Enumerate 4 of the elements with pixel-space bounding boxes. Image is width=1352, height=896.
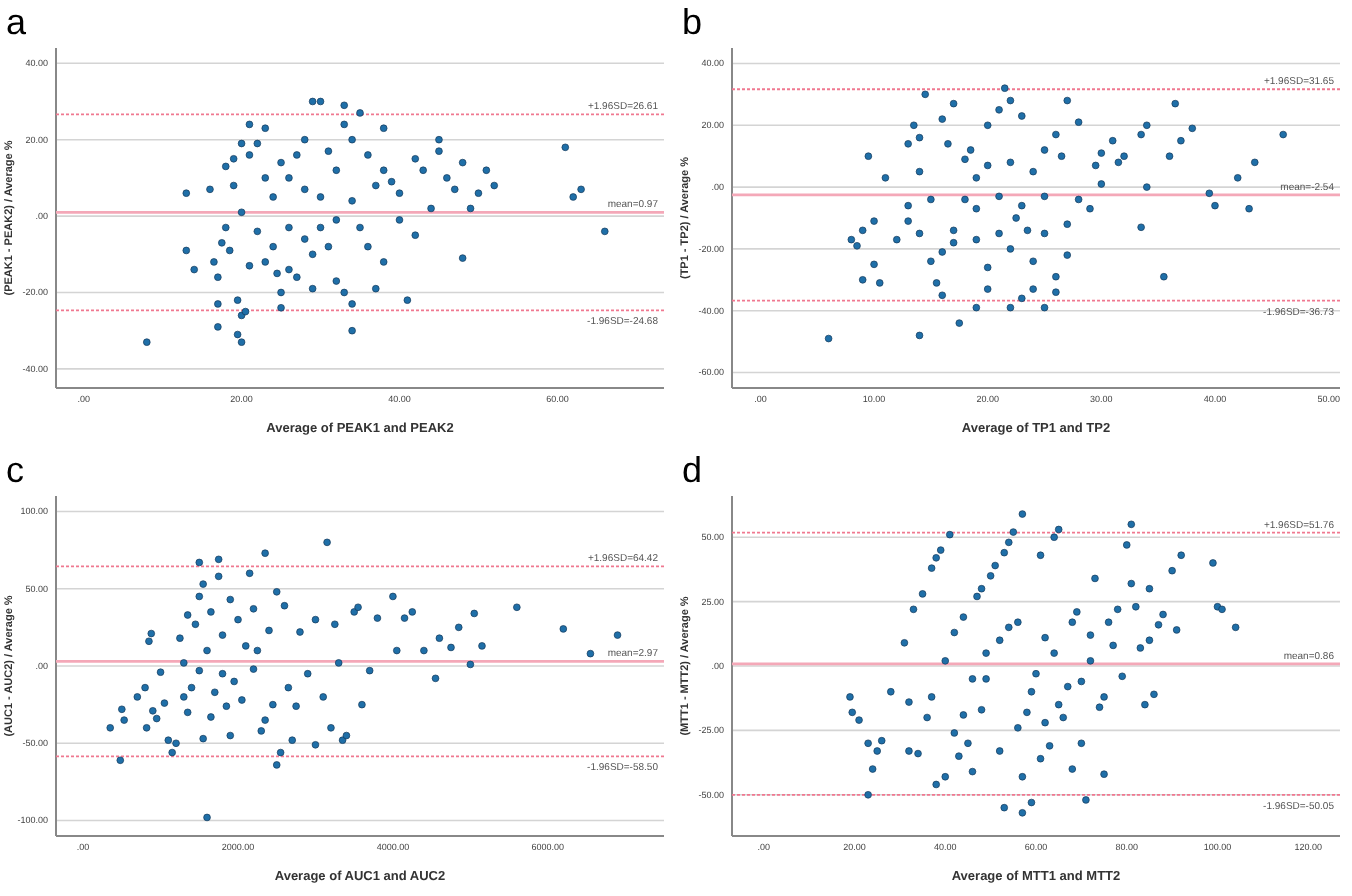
chart-title: b — [682, 2, 703, 42]
chart-title: a — [6, 2, 28, 42]
chart-title: d — [682, 450, 703, 490]
chart-title: c — [6, 450, 24, 490]
